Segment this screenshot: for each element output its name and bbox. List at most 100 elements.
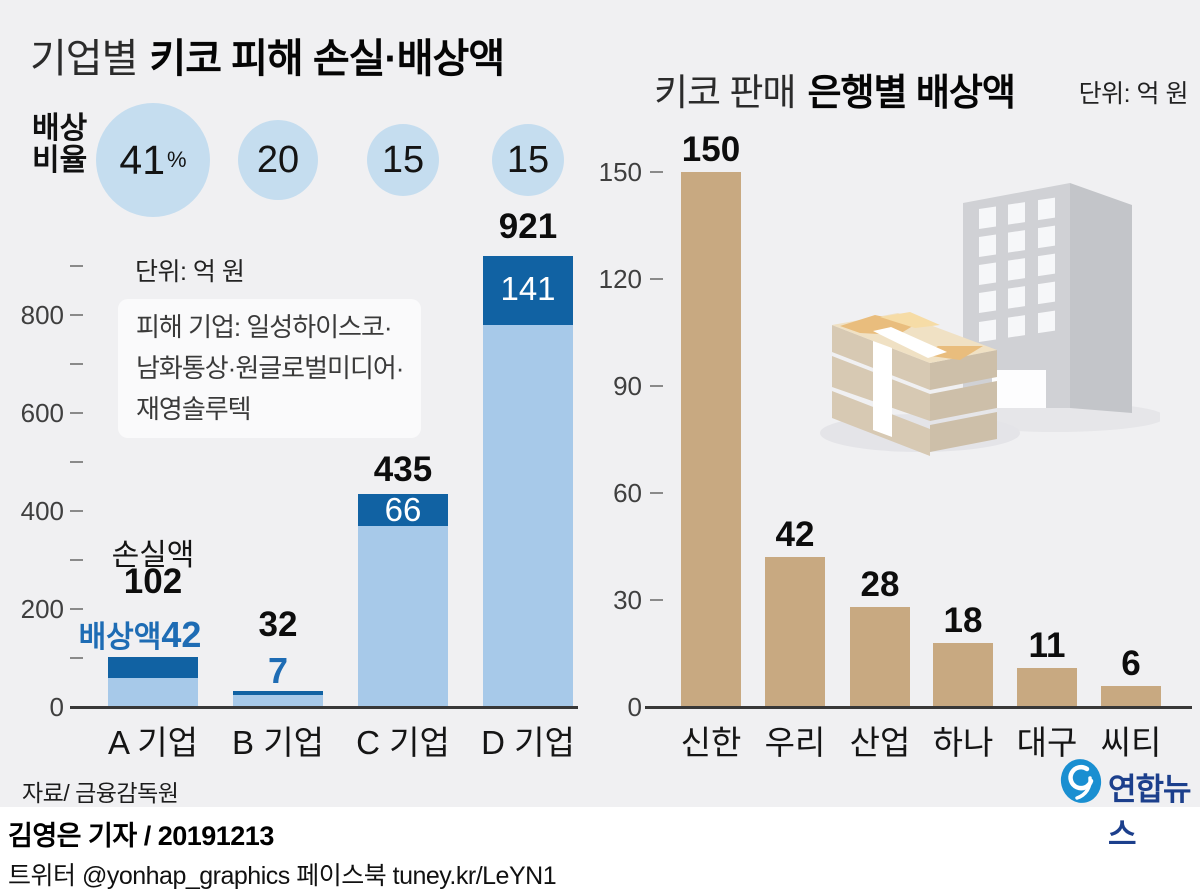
bank-compensation-bar <box>681 172 741 707</box>
note-line-3: 재영솔루텍 <box>136 394 252 424</box>
loss-bar <box>483 255 573 707</box>
y-axis-minor-tick <box>70 461 83 463</box>
y-axis-tick-label: 600 <box>20 398 64 428</box>
y-axis-minor-tick <box>70 265 83 267</box>
left-title-bold: 키코 피해 손실·배상액 <box>149 37 505 81</box>
bank-compensation-bar <box>1101 685 1161 707</box>
y-axis-tick <box>650 171 663 173</box>
ratio-circle: 41% <box>96 103 210 217</box>
bank-category-label: 하나 <box>932 724 994 761</box>
y-axis-tick <box>70 510 83 512</box>
bank-compensation-bar <box>933 642 993 707</box>
y-axis-tick-label: 200 <box>20 594 64 624</box>
y-axis-tick-label: 800 <box>20 300 64 330</box>
credit-label: 김영은 기자 / 20191213 <box>8 821 274 851</box>
loss-bar <box>358 493 448 707</box>
ratio-circle: 20 <box>238 120 318 200</box>
ratio-value: 15 <box>381 138 425 181</box>
y-axis-tick-label: 0 <box>627 692 642 722</box>
compensation-number: 42 <box>161 614 202 655</box>
ratio-circle: 15 <box>367 124 439 196</box>
y-axis-minor-tick <box>70 657 83 659</box>
compensation-bar-segment <box>483 255 573 325</box>
loss-value-label: 435 <box>373 450 433 489</box>
compensation-value-label: 7 <box>268 650 288 692</box>
right-title-light: 키코 판매 <box>654 72 796 113</box>
note-box: 피해 기업: 일성하이스코· 남화통상·원글로벌미디어· 재영솔루텍 <box>118 299 421 438</box>
loss-value-label: 32 <box>258 605 298 644</box>
money-strap-front <box>873 341 892 437</box>
x-axis-line <box>645 706 1192 709</box>
banknote-highlight <box>880 312 940 328</box>
bank-category-label: 대구 <box>1016 724 1078 761</box>
money-strap-top <box>873 327 947 358</box>
bank-value-label: 11 <box>1028 625 1066 665</box>
loss-value-label: 921 <box>498 207 558 246</box>
bar-category-label: A 기업 <box>107 724 199 761</box>
bank-category-label: 우리 <box>764 724 826 761</box>
note-line-2: 남화통상·원글로벌미디어· <box>136 353 404 383</box>
right-chart-title: 키코 판매 은행별 배상액 <box>654 62 1016 116</box>
bank-compensation-bar <box>1017 667 1077 707</box>
y-axis-tick <box>650 599 663 601</box>
right-title-bold: 은행별 배상액 <box>807 72 1016 113</box>
y-axis-tick <box>70 412 83 414</box>
y-axis-tick <box>650 278 663 280</box>
y-axis-minor-tick <box>70 559 83 561</box>
y-axis-tick-label: 120 <box>598 264 642 294</box>
left-chart-title: 기업별 키코 피해 손실·배상액 <box>30 26 505 84</box>
percent-sign: % <box>167 147 187 172</box>
compensation-value-label: 66 <box>384 491 422 528</box>
compensation-bar-segment <box>233 691 323 695</box>
yonhap-logo-text: 연합뉴스 <box>1108 772 1192 852</box>
ratio-label-line1: 배상 <box>32 112 88 145</box>
bank-compensation-bar <box>850 607 910 707</box>
source-label: 자료/ 금융감독원 <box>22 780 179 806</box>
y-axis-tick <box>650 492 663 494</box>
right-unit-label: 단위: 억 원 <box>1078 80 1189 108</box>
building-door <box>992 370 1046 408</box>
bank-value-label: 18 <box>943 600 983 640</box>
bank-money-illustration <box>820 183 1160 456</box>
ratio-label-line2: 비율 <box>32 144 88 177</box>
y-axis-tick-label: 30 <box>613 585 642 615</box>
note-line-1: 피해 기업: 일성하이스코· <box>136 312 393 342</box>
loss-value-label: 102 <box>123 562 183 601</box>
y-axis-tick <box>650 385 663 387</box>
bank-compensation-bar <box>765 557 825 707</box>
compensation-value-label: 배상액42 <box>79 612 202 656</box>
bank-category-label: 씨티 <box>1100 724 1162 761</box>
left-title-light: 기업별 <box>30 37 138 81</box>
bank-value-label: 150 <box>681 130 741 169</box>
ratio-value: 41 <box>119 136 166 183</box>
y-axis-tick-label: 400 <box>20 496 64 526</box>
loss-bar <box>233 691 323 707</box>
y-axis-tick <box>70 314 83 316</box>
bank-value-label: 28 <box>860 565 900 605</box>
y-axis-tick-label: 0 <box>49 692 64 722</box>
ratio-value: 15 <box>506 138 550 181</box>
left-unit-label: 단위: 억 원 <box>135 258 245 286</box>
building-windows <box>979 197 1055 342</box>
bar-category-label: B 기업 <box>232 724 324 761</box>
y-axis-tick <box>70 608 83 610</box>
compensation-bar-segment <box>108 657 198 678</box>
compensation-bar-segment <box>358 493 448 527</box>
x-axis-line <box>70 706 578 709</box>
loss-series-label: 손실액 <box>111 539 195 572</box>
y-axis-tick-label: 90 <box>613 371 642 401</box>
compensation-number: 7 <box>267 650 289 691</box>
bank-category-label: 산업 <box>849 724 911 761</box>
bank-category-label: 신한 <box>680 724 742 761</box>
compensation-series-label: 배상액 <box>78 621 162 654</box>
y-axis-tick-label: 150 <box>598 157 642 187</box>
yonhap-logo-icon <box>1060 759 1102 803</box>
social-label: 트위터 @yonhap_graphics 페이스북 tuney.kr/LeYN1 <box>8 862 557 890</box>
money-stack-icon <box>832 312 997 456</box>
compensation-value-label: 141 <box>500 270 556 307</box>
y-axis-tick-label: 60 <box>613 478 642 508</box>
bank-value-label: 42 <box>775 515 815 555</box>
ratio-value: 20 <box>256 138 300 181</box>
bar-category-label: C 기업 <box>356 724 450 761</box>
